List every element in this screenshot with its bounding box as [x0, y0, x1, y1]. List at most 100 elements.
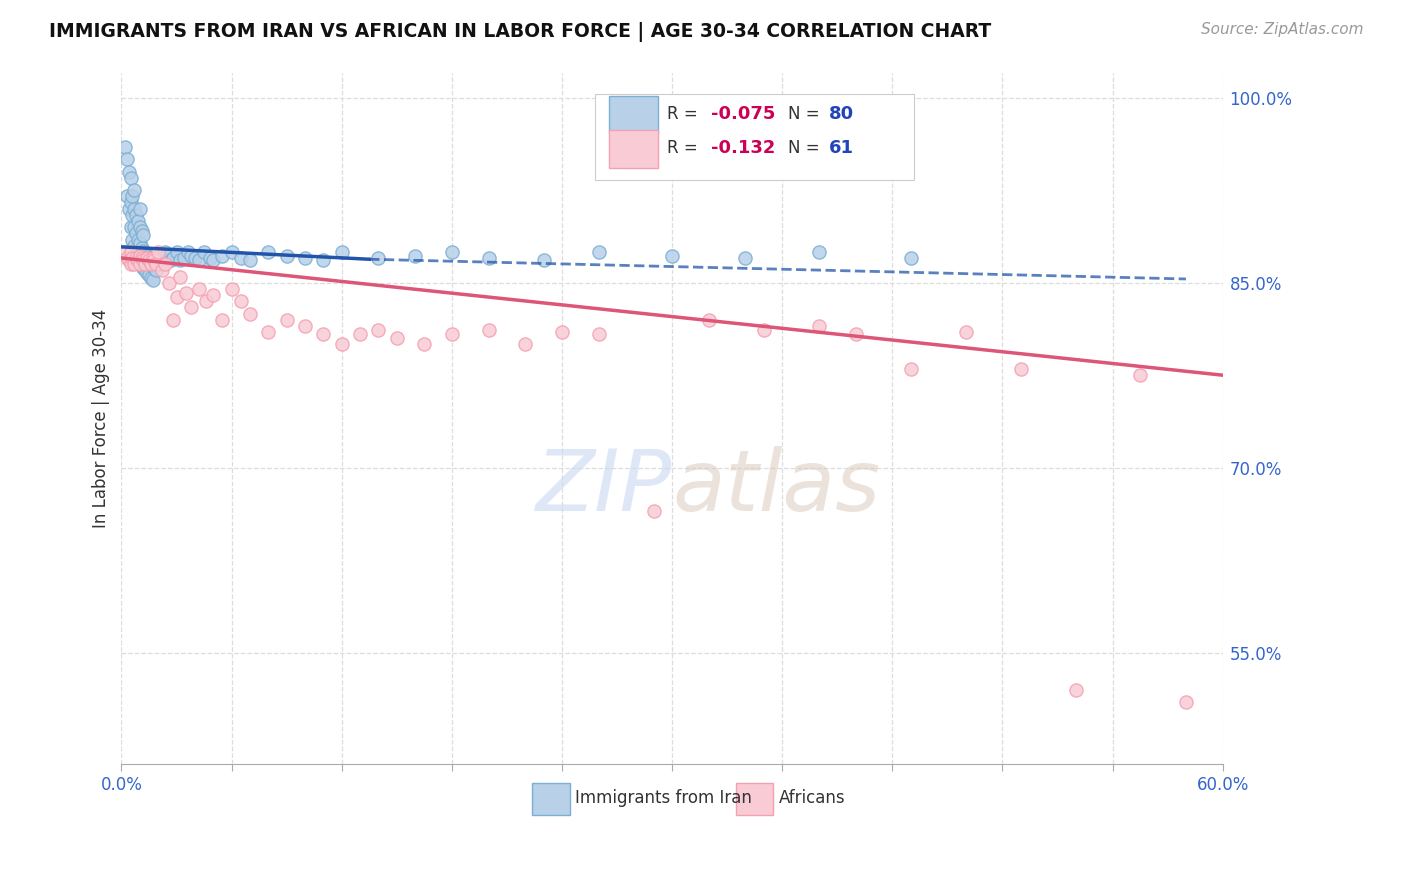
Point	[143, 253, 166, 268]
Point	[900, 362, 922, 376]
Point	[146, 248, 169, 262]
Point	[239, 306, 262, 320]
Point	[143, 260, 166, 275]
Point	[845, 327, 868, 342]
FancyBboxPatch shape	[735, 783, 773, 815]
Point	[1174, 695, 1197, 709]
Point	[202, 253, 225, 268]
Point	[162, 312, 184, 326]
Point	[150, 263, 173, 277]
Point	[193, 244, 215, 259]
Point	[118, 202, 141, 216]
Point	[131, 257, 153, 271]
Point	[155, 244, 177, 259]
Point	[239, 253, 262, 268]
Point	[152, 253, 174, 268]
Point	[134, 257, 156, 271]
Point	[211, 312, 233, 326]
Point	[440, 327, 463, 342]
Text: R =: R =	[666, 139, 703, 157]
Point	[169, 269, 191, 284]
Point	[294, 251, 316, 265]
Point	[145, 257, 167, 271]
Point	[1129, 368, 1152, 383]
Point	[349, 327, 371, 342]
Point	[588, 244, 610, 259]
Point	[121, 189, 143, 203]
Point	[128, 236, 150, 251]
Point	[128, 248, 150, 262]
Point	[125, 244, 148, 259]
Point	[127, 253, 149, 268]
Point	[136, 248, 159, 262]
Point	[955, 325, 977, 339]
Point	[160, 253, 183, 268]
Point	[142, 273, 165, 287]
Point	[134, 263, 156, 277]
Point	[121, 208, 143, 222]
Point	[115, 153, 138, 167]
Point	[194, 294, 217, 309]
Point	[124, 238, 146, 252]
FancyBboxPatch shape	[595, 94, 914, 180]
Point	[515, 337, 537, 351]
Text: IMMIGRANTS FROM IRAN VS AFRICAN IN LABOR FORCE | AGE 30-34 CORRELATION CHART: IMMIGRANTS FROM IRAN VS AFRICAN IN LABOR…	[49, 22, 991, 42]
Point	[643, 504, 665, 518]
Point	[124, 183, 146, 197]
Text: N =: N =	[787, 104, 824, 123]
Point	[477, 251, 499, 265]
Point	[124, 220, 146, 235]
Point	[221, 282, 243, 296]
Point	[120, 244, 142, 259]
Point	[294, 318, 316, 333]
Point	[588, 327, 610, 342]
Point	[132, 244, 155, 258]
Point	[142, 256, 165, 270]
Point	[166, 290, 188, 304]
Point	[120, 195, 142, 210]
Point	[202, 288, 225, 302]
Point	[124, 257, 146, 271]
Point	[128, 202, 150, 216]
Point	[134, 246, 156, 260]
Point	[174, 285, 197, 300]
Text: -0.132: -0.132	[710, 139, 775, 157]
Point	[127, 232, 149, 246]
Point	[661, 248, 683, 262]
Point	[157, 276, 180, 290]
Point	[114, 244, 136, 259]
Point	[132, 253, 155, 268]
Y-axis label: In Labor Force | Age 30-34: In Labor Force | Age 30-34	[93, 309, 110, 528]
Point	[330, 244, 353, 259]
Point	[136, 251, 159, 265]
FancyBboxPatch shape	[609, 95, 658, 133]
Point	[118, 164, 141, 178]
Point	[138, 251, 160, 265]
Text: 80: 80	[828, 104, 853, 123]
Point	[276, 248, 298, 262]
Point	[169, 253, 191, 268]
Point	[734, 251, 756, 265]
Point	[176, 244, 198, 259]
Point	[187, 282, 209, 296]
Text: Immigrants from Iran: Immigrants from Iran	[575, 789, 752, 807]
Point	[1064, 682, 1087, 697]
Point	[184, 251, 207, 265]
Point	[128, 253, 150, 268]
Point	[127, 251, 149, 265]
Point	[229, 294, 252, 309]
Point	[1010, 362, 1032, 376]
Point	[114, 140, 136, 154]
Point	[156, 248, 179, 262]
Point	[180, 301, 202, 315]
Point	[312, 327, 335, 342]
Point	[166, 244, 188, 259]
Point	[173, 251, 195, 265]
Point	[138, 268, 160, 283]
Point	[145, 263, 167, 277]
Point	[128, 220, 150, 235]
Point	[367, 251, 389, 265]
Point	[257, 244, 280, 259]
Point	[404, 248, 426, 262]
Point	[136, 266, 159, 280]
